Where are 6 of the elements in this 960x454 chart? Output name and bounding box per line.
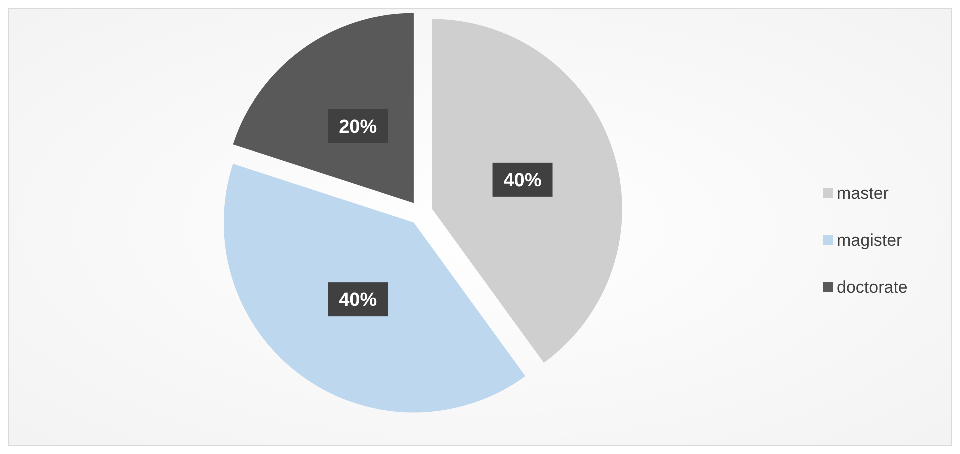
- data-label: 40%: [339, 290, 378, 312]
- legend-label: doctorate: [837, 278, 908, 297]
- data-label: 20%: [339, 117, 378, 138]
- data-label: 40%: [504, 170, 542, 192]
- legend-label: magister: [837, 230, 903, 250]
- legend-label: master: [837, 184, 890, 203]
